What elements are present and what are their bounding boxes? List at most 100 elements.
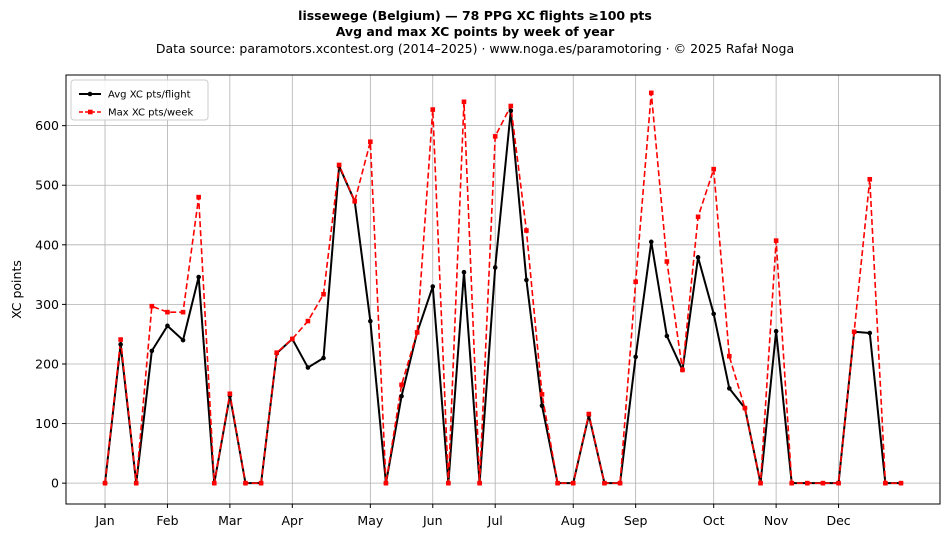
max-point [336,162,342,168]
max-point [461,99,467,105]
max-point [555,480,560,486]
max-point [180,309,186,315]
max-point [243,480,248,486]
max-point [430,107,436,112]
max-point [477,480,482,486]
avg-point [149,348,155,354]
max-point [836,480,841,486]
x-tick-label: May [357,513,383,528]
chart-title: lissewege (Belgium) — 78 PPG XC flights … [298,8,652,23]
max-series-line [104,92,901,484]
max-point [165,309,170,315]
avg-point [539,403,545,408]
y-axis-label: XC points [9,260,24,319]
max-point [508,103,514,109]
avg-point [461,269,467,275]
y-tick-label: 0 [51,476,59,491]
max-point [789,480,795,486]
data-source-line: Data source: paramotors.xcontest.org (20… [155,41,795,56]
max-point [805,480,810,486]
max-point [196,194,201,200]
avg-point [118,342,123,347]
x-tick-label: Jun [422,513,443,528]
chart-titles: lissewege (Belgium) — 78 PPG XC flights … [0,8,950,57]
max-point [305,318,311,324]
avg-point [492,265,498,270]
legend-label: Avg XC pts/flight [108,90,191,101]
legend-label: Max XC pts/week [108,108,193,119]
avg-point [399,393,404,399]
max-point [290,336,295,342]
avg-point [321,355,326,361]
max-point [617,480,623,486]
max-point [399,382,404,388]
plot-frame [65,74,941,505]
avg-point [524,277,529,283]
x-tick-label: Nov [764,513,789,528]
avg-point [664,333,670,339]
y-tick-label: 400 [35,237,59,252]
avg-point [430,284,436,289]
max-point [851,329,857,335]
max-point [742,405,748,411]
max-point [602,480,607,486]
max-point [227,391,233,397]
avg-point [727,386,732,391]
max-point [711,166,716,172]
max-point [118,337,123,342]
x-tick-label: Feb [156,513,178,528]
avg-point [165,323,170,329]
avg-point [867,330,873,336]
max-point [664,259,670,264]
avg-point [180,337,186,343]
avg-point [368,318,373,324]
max-point [133,480,139,486]
x-tick-label: Mar [218,513,242,528]
legend-box [70,79,209,121]
x-tick-label: Jul [487,513,503,528]
max-point [102,480,108,486]
max-point [368,139,373,145]
avg-point [305,365,311,370]
max-point [539,392,545,397]
max-point [648,90,654,96]
avg-point [711,311,716,317]
max-point [258,480,264,486]
y-tick-label: 500 [35,178,59,193]
max-point [352,199,358,204]
legend-marker [87,91,93,97]
max-point [524,228,529,233]
max-point [695,214,701,220]
max-point [773,238,779,243]
x-tick-label: Dec [826,513,850,528]
max-point [414,330,420,335]
max-point [820,480,826,486]
avg-point [773,328,779,334]
max-point [274,350,279,355]
legend-marker [88,109,93,115]
max-point [149,303,155,309]
avg-point [196,274,201,280]
max-point [446,480,451,486]
max-point [867,176,873,182]
max-point [586,411,592,417]
max-point [570,480,576,486]
max-point [211,480,217,486]
max-point [633,279,638,285]
y-tick-label: 300 [35,297,59,312]
max-point [883,480,888,486]
avg-point [633,354,638,360]
max-point [492,134,498,139]
x-tick-label: Sep [624,513,648,528]
avg-point [508,108,514,114]
max-point [321,291,326,297]
avg-point [695,255,701,260]
y-tick-label: 600 [35,118,59,133]
x-tick-label: Apr [281,513,303,528]
y-tick-label: 200 [35,356,59,371]
max-point [758,480,763,486]
max-point [680,367,685,373]
y-tick-label: 100 [35,416,59,431]
x-tick-label: Aug [561,513,585,528]
